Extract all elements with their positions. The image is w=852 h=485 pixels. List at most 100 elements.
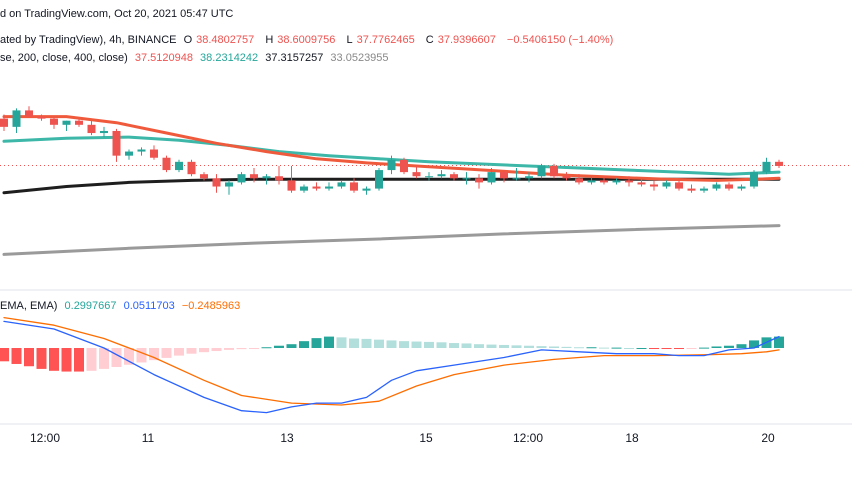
chart-background: [0, 165, 852, 425]
candlestick-series[interactable]: [0, 106, 783, 195]
candle-body: [387, 159, 396, 171]
macd-lines: [3, 316, 780, 414]
candle-body: [125, 151, 133, 156]
low-label: L: [346, 34, 353, 46]
candle: [412, 165, 421, 179]
macd-histogram-bar: [36, 348, 47, 369]
close-label: C: [425, 34, 434, 46]
ma-value-4: 33.0523955: [330, 52, 389, 64]
macd-histogram-bar: [586, 347, 597, 349]
candle: [487, 168, 496, 185]
candle-body: [300, 186, 308, 191]
macd-line-value: 0.0511703: [123, 300, 175, 312]
macd-histogram-bar: [0, 348, 9, 362]
candle: [462, 172, 471, 185]
macd-histogram-bar: [186, 348, 197, 354]
macd-histogram-bar: [99, 348, 109, 369]
candle-body: [62, 120, 71, 125]
candle: [387, 155, 396, 175]
candle: [587, 176, 596, 185]
time-axis-label: 18: [625, 431, 639, 445]
candle: [137, 147, 146, 156]
candle: [337, 180, 346, 189]
macd-histogram-bar: [499, 344, 509, 348]
candle: [500, 170, 508, 183]
candle-body: [725, 184, 733, 189]
candle-body: [87, 124, 96, 134]
symbol-description: ated by TradingView), 4h, BINANCE: [0, 34, 177, 46]
macd-legend: EMA, EMA) 0.2997667 0.0511703 −0.2485963: [0, 300, 244, 312]
candle-body: [225, 182, 233, 187]
time-axis[interactable]: 12:00 11 13 15 12:00 18 20: [30, 431, 775, 445]
macd-histogram-value: 0.2997667: [64, 300, 117, 312]
candle: [250, 168, 258, 183]
macd-main-line: [3, 320, 780, 414]
macd-histogram-bar: [711, 346, 722, 348]
candle-body: [575, 178, 583, 183]
candle: [550, 163, 558, 179]
candle-body: [637, 182, 646, 185]
candle-body: [275, 176, 283, 181]
candle-body: [312, 186, 321, 189]
candle-body: [325, 186, 333, 189]
candle: [350, 178, 358, 193]
candle: [687, 184, 696, 193]
candle-body: [212, 178, 221, 187]
candle: [125, 149, 133, 160]
candle-body: [625, 180, 633, 183]
macd-histogram-bar: [724, 345, 734, 348]
candle-body: [475, 178, 483, 183]
candle-body: [450, 174, 458, 179]
macd-histogram-bar: [449, 343, 459, 348]
candle: [325, 182, 333, 191]
time-axis-label: 20: [761, 431, 775, 445]
published-info: d on TradingView.com, Oct 20, 2021 05:47…: [0, 8, 237, 20]
macd-histogram-bar: [236, 348, 247, 350]
candle: [737, 184, 746, 191]
ma-grey-line: [2, 224, 781, 256]
macd-histogram-bar: [124, 348, 134, 365]
candle: [562, 172, 571, 181]
candle: [662, 180, 671, 189]
open-label: O: [183, 34, 193, 46]
macd-histogram-bar: [386, 340, 397, 348]
candle: [537, 163, 546, 179]
candle-body: [350, 182, 358, 191]
candle-body: [337, 182, 346, 187]
macd-histogram-bar: [536, 346, 547, 348]
candle: [50, 116, 58, 129]
candle: [612, 178, 621, 185]
macd-histogram-bar: [299, 341, 309, 348]
macd-histogram-bar: [699, 347, 709, 349]
candle-body: [562, 176, 571, 179]
candle: [287, 165, 296, 193]
candle-body: [175, 161, 183, 171]
candle-body: [262, 176, 271, 179]
macd-histogram-bar: [486, 344, 497, 348]
candle-body: [412, 172, 421, 177]
macd-signal-line: [3, 316, 780, 406]
macd-histogram-bar: [611, 347, 622, 349]
macd-histogram-bar: [136, 348, 147, 363]
candle-body: [200, 174, 208, 179]
macd-histogram-bar: [649, 348, 659, 349]
candle: [237, 172, 246, 185]
candle: [600, 176, 608, 185]
time-axis-label: 11: [142, 431, 155, 445]
candle: [762, 157, 771, 175]
time-axis-label: 12:00: [30, 431, 60, 445]
macd-signal-value: −0.2485963: [181, 300, 241, 312]
macd-histogram-bar: [749, 340, 759, 348]
candle: [62, 120, 71, 131]
candle-body: [687, 188, 696, 191]
candle: [87, 120, 96, 136]
macd-histogram-bar: [624, 348, 634, 349]
macd-histogram-bar: [424, 341, 434, 348]
candle-body: [462, 178, 471, 180]
time-axis-label: 13: [280, 431, 294, 445]
close-value: 37.9396607: [437, 34, 496, 46]
candle: [425, 172, 433, 181]
ma-value-3: 37.3157257: [265, 52, 324, 64]
